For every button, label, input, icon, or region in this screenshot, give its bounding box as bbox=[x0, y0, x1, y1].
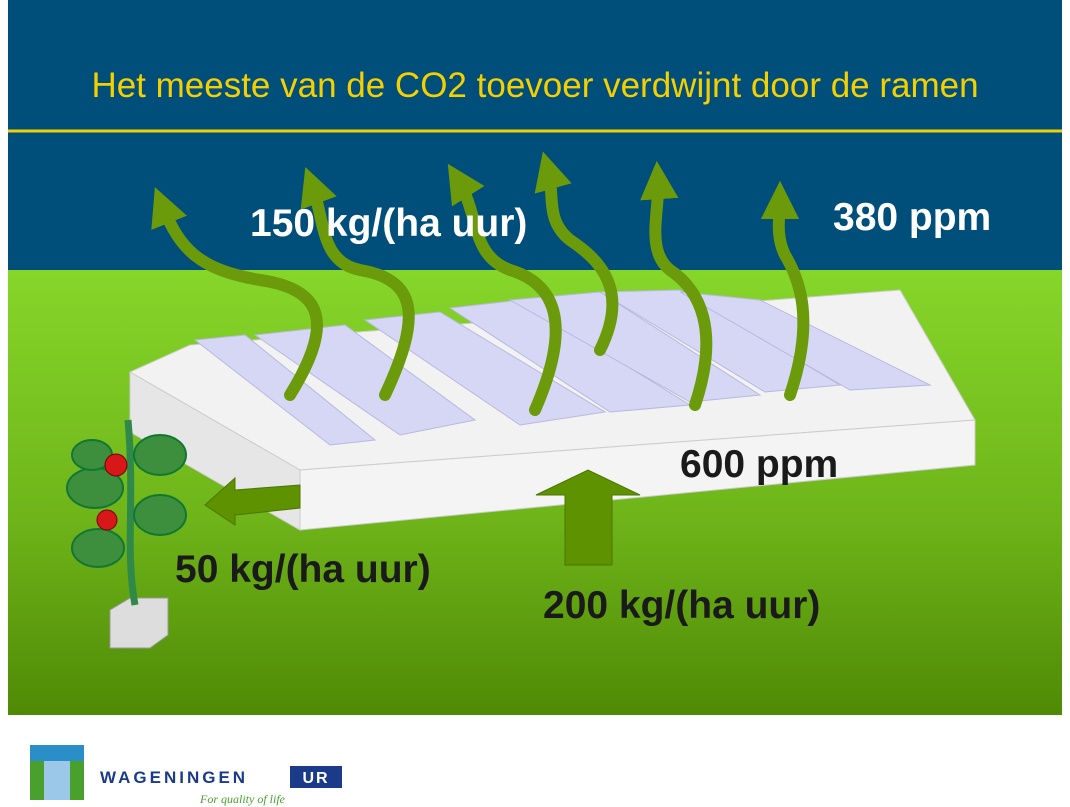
logo: WAGENINGEN UR For quality of life bbox=[30, 745, 342, 806]
supply-arrow bbox=[535, 469, 641, 566]
outflow-arrows bbox=[151, 151, 810, 416]
title: Het meeste van de CO2 toevoer verdwijnt … bbox=[91, 66, 978, 105]
plant bbox=[66, 419, 187, 649]
logo-name: WAGENINGEN bbox=[100, 768, 248, 787]
crop-arrow bbox=[204, 476, 301, 526]
logo-badge: UR bbox=[302, 770, 329, 787]
logo-tagline: For quality of life bbox=[199, 792, 286, 806]
greenhouse bbox=[128, 289, 976, 531]
supply-label: 200 kg/(ha uur) bbox=[543, 584, 820, 627]
outflow-label: 150 kg/(ha uur) bbox=[250, 202, 527, 245]
outside-label: 380 ppm bbox=[833, 196, 991, 239]
crop-label: 50 kg/(ha uur) bbox=[175, 548, 431, 591]
inside-label: 600 ppm bbox=[680, 443, 838, 486]
